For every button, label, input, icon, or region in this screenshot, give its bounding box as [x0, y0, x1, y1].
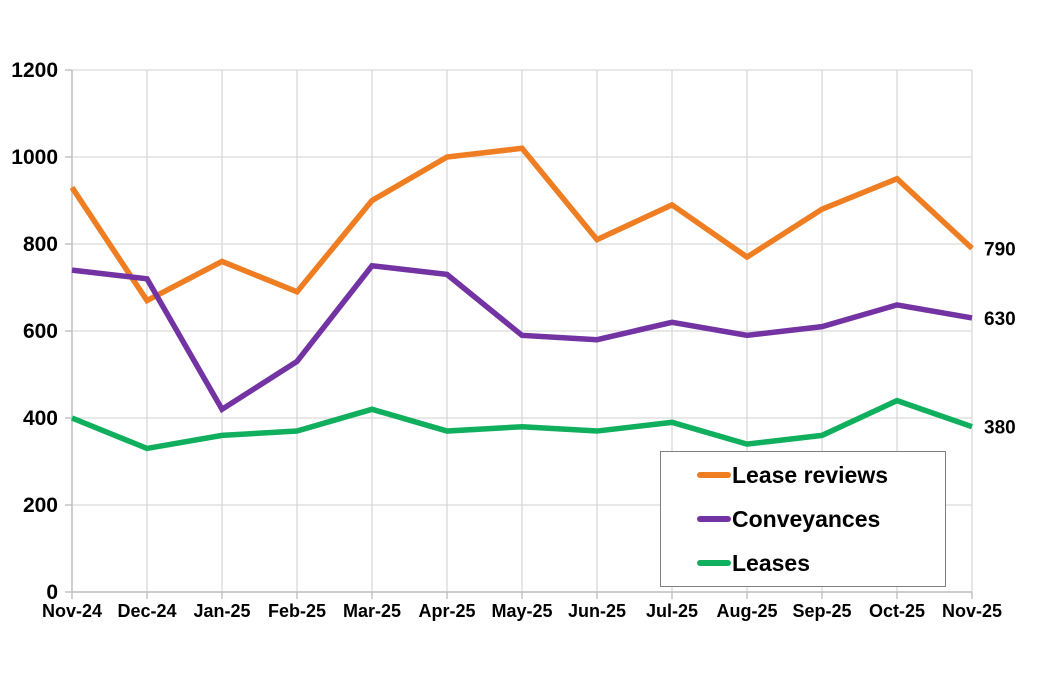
x-tick-label: Feb-25 [268, 601, 326, 621]
legend-item-conveyances: Conveyances [697, 498, 945, 540]
series-end-label-leases: 380 [984, 418, 1016, 439]
y-tick-label: 600 [23, 320, 58, 343]
x-tick-label: Jun-25 [568, 601, 626, 621]
y-tick-label: 1000 [11, 146, 58, 169]
legend-swatch-leases-icon [697, 560, 731, 566]
y-tick-label: 400 [23, 407, 58, 430]
x-tick-label: May-25 [491, 601, 552, 621]
series-line-lease-reviews [69, 145, 974, 305]
legend-item-leases: Leases [697, 542, 945, 584]
x-tick-label: Apr-25 [418, 601, 475, 621]
x-tick-label: Nov-24 [42, 601, 102, 621]
x-tick-label: Jul-25 [646, 601, 698, 621]
x-tick-label: Oct-25 [869, 601, 925, 621]
x-tick-label: Mar-25 [343, 601, 401, 621]
series-line-leases [70, 397, 973, 452]
legend-item-lease-reviews: Lease reviews [697, 454, 945, 496]
series-end-label-conveyances: 630 [984, 309, 1016, 330]
series-end-label-lease-reviews: 790 [984, 239, 1016, 260]
y-tick-label: 200 [23, 494, 58, 517]
y-tick-label: 0 [46, 581, 58, 604]
legend: Lease reviews Conveyances Leases [660, 451, 946, 587]
legend-label-lease-reviews: Lease reviews [732, 461, 889, 488]
x-tick-label: Jan-25 [193, 601, 250, 621]
y-tick-label: 1200 [11, 59, 58, 82]
series-line-conveyances [71, 262, 973, 414]
x-tick-label: Dec-24 [117, 601, 176, 621]
legend-swatch-conveyances-icon [697, 516, 731, 522]
x-tick-label: Aug-25 [716, 601, 777, 621]
y-tick-label: 800 [23, 233, 58, 256]
legend-label-leases: Leases [732, 549, 811, 576]
legend-label-conveyances: Conveyances [732, 505, 881, 532]
x-tick-label: Nov-25 [942, 601, 1002, 621]
x-tick-label: Sep-25 [792, 601, 851, 621]
legend-swatch-lease-reviews-icon [697, 472, 731, 478]
